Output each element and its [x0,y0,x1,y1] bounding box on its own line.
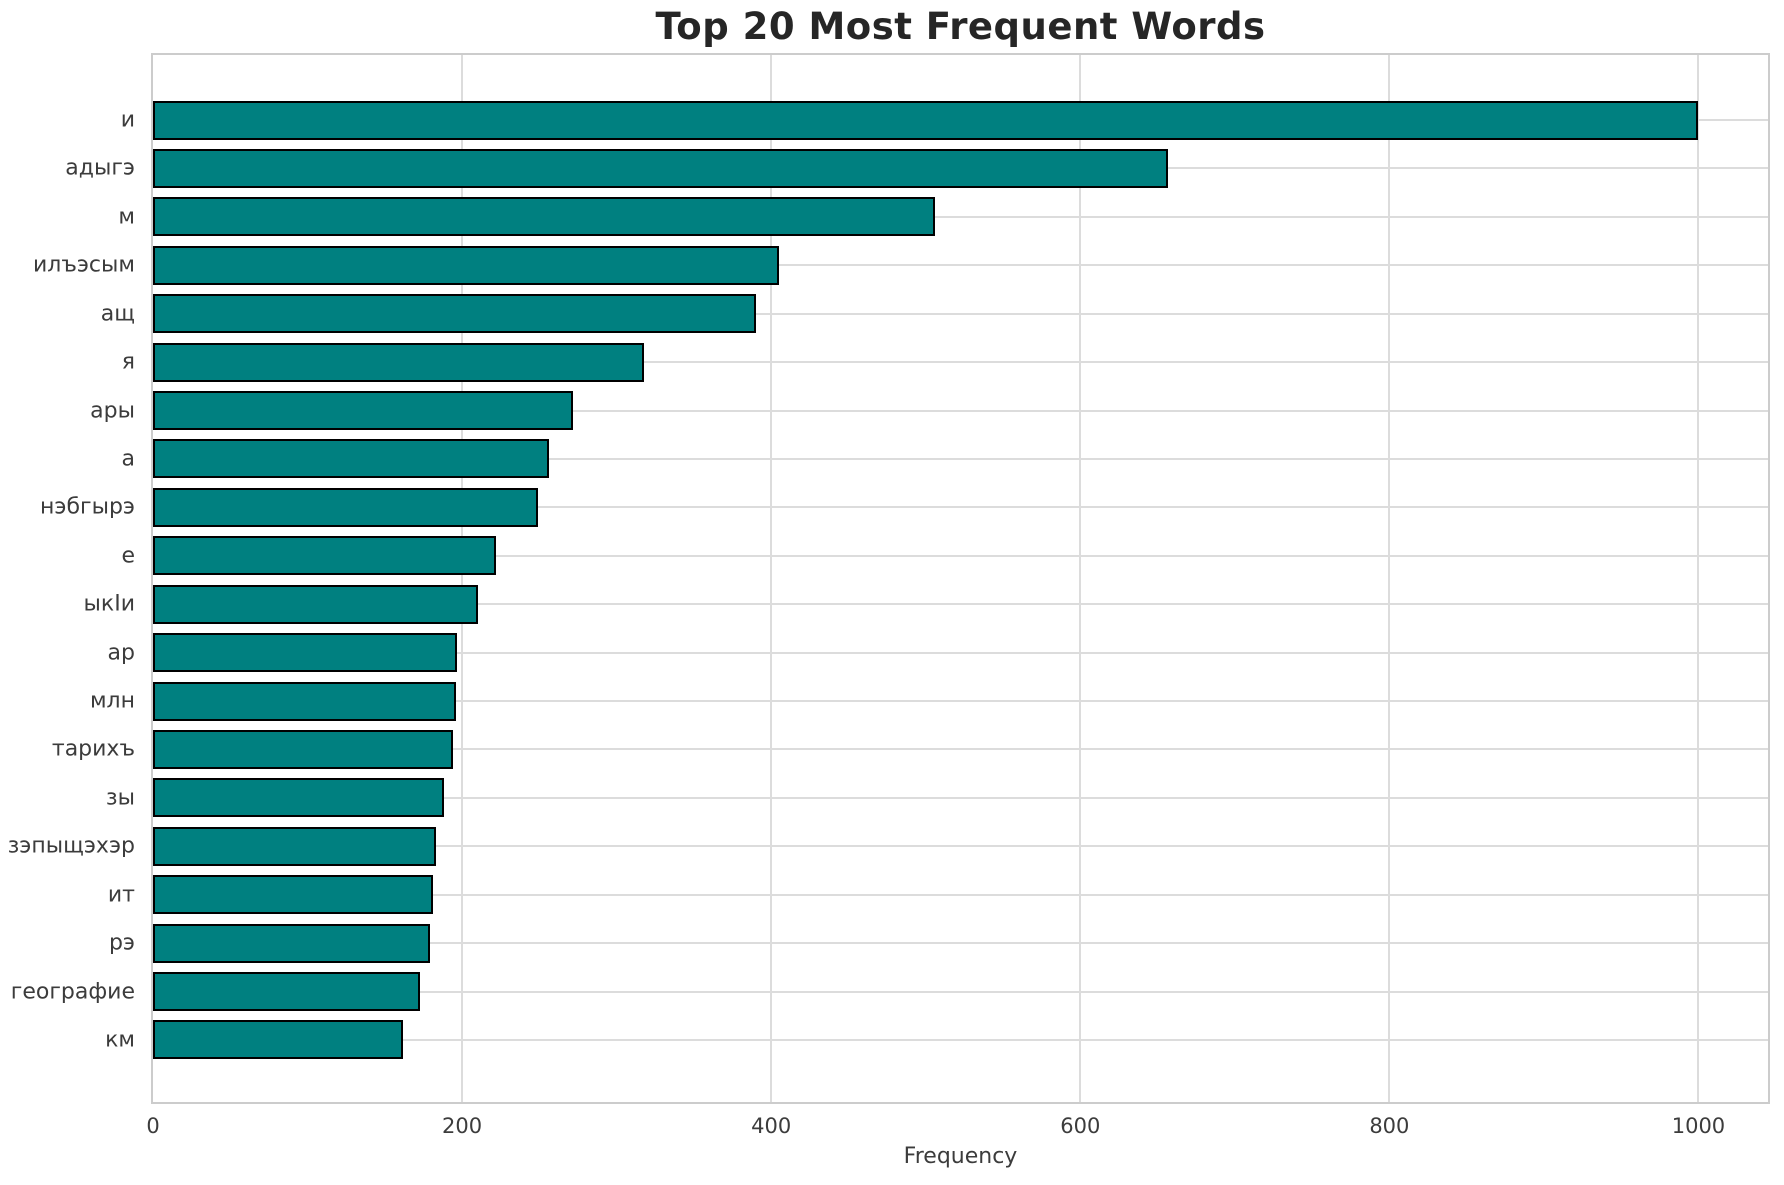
gridline-horizontal [153,409,1768,412]
y-tick-label: млн [89,688,135,714]
gridline-horizontal [153,651,1768,654]
y-tick-label: зэпыщэхэр [7,833,135,859]
bar [153,391,574,431]
gridline-horizontal [153,1038,1768,1041]
bar [153,294,756,334]
bar [153,197,935,237]
bar [153,778,444,818]
x-tick-label: 1000 [1671,1114,1726,1138]
gridline-horizontal [153,264,1768,267]
bar [153,584,478,624]
gridline-vertical [461,55,464,1102]
bar [153,536,497,576]
bar [153,972,421,1012]
y-tick-label: зы [105,785,135,811]
gridline-vertical [1697,55,1700,1102]
gridline-horizontal [153,893,1768,896]
x-tick-label: 800 [1369,1114,1410,1138]
y-tick-label: ыкIи [83,591,135,617]
gridline-vertical [1079,55,1082,1102]
gridline-vertical [1388,55,1391,1102]
gridline-horizontal [153,845,1768,848]
y-tick-label: ар [107,640,135,666]
gridline-horizontal [153,748,1768,751]
y-tick-label: ары [90,398,135,424]
gridline-horizontal [153,700,1768,703]
y-tick-label: и [120,107,135,133]
x-tick-label: 0 [146,1114,160,1138]
y-tick-label: географие [10,979,135,1005]
y-tick-label: км [105,1027,135,1053]
bar [153,100,1699,140]
plot-area [151,53,1770,1104]
y-tick-label: я [121,349,135,375]
gridline-horizontal [153,603,1768,606]
bar [153,1020,404,1060]
bar [153,923,430,963]
x-tick-label: 600 [1060,1114,1101,1138]
gridline-horizontal [153,457,1768,460]
bar [153,487,538,527]
y-tick-label: ит [107,882,135,908]
y-tick-label: м [118,204,135,230]
bar [153,729,453,769]
gridline-horizontal [153,312,1768,315]
gridline-horizontal [153,796,1768,799]
y-tick-label: рэ [108,930,135,956]
bar [153,439,549,479]
y-tick-label: адыгэ [65,155,135,181]
y-tick-label: илъэсым [32,252,135,278]
bar [153,342,645,382]
y-tick-label: е [121,543,135,569]
gridline-horizontal [153,554,1768,557]
gridline-horizontal [153,361,1768,364]
x-tick-label: 400 [751,1114,792,1138]
gridline-horizontal [153,215,1768,218]
bar [153,875,433,915]
bar [153,633,458,673]
gridline-horizontal [153,990,1768,993]
x-axis-label: Frequency [903,1144,1018,1169]
x-tick-label: 200 [442,1114,483,1138]
gridline-vertical [770,55,773,1102]
gridline-horizontal [153,506,1768,509]
gridline-horizontal [153,942,1768,945]
y-tick-label: тарихъ [51,736,135,762]
chart-title: Top 20 Most Frequent Words [655,5,1266,48]
bar [153,148,1169,188]
bar [153,681,456,721]
y-tick-label: ащ [100,301,135,327]
bar [153,826,436,866]
bar [153,245,779,285]
y-tick-label: нэбгырэ [40,494,135,520]
y-tick-label: а [121,446,135,472]
